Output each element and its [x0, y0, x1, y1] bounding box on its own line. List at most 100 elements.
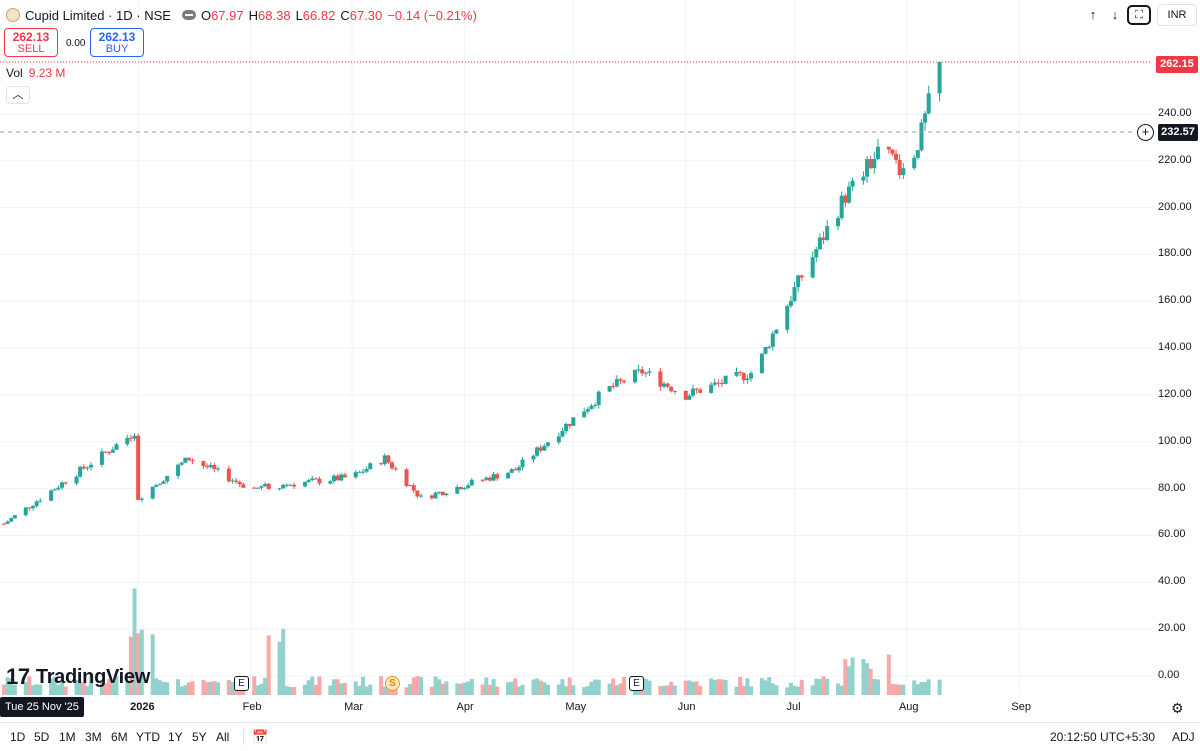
candle-body: [110, 449, 115, 453]
volume-bar: [484, 677, 489, 695]
add-alert-icon[interactable]: +: [1137, 124, 1154, 141]
candle-body: [99, 451, 104, 465]
sell-button[interactable]: 262.13 SELL: [4, 28, 58, 57]
candle-body: [614, 379, 619, 387]
range-button-all[interactable]: All: [216, 730, 230, 744]
candle-body: [759, 353, 764, 374]
volume-bar: [821, 676, 826, 695]
volume-legend[interactable]: Vol 9.23 M: [6, 66, 65, 80]
volume-bar: [132, 588, 137, 695]
candle-body: [556, 436, 561, 443]
volume-bar: [230, 681, 235, 695]
volume-bar: [665, 685, 670, 695]
candle-body: [516, 467, 521, 471]
volume-bar: [201, 679, 206, 695]
volume-bar: [672, 685, 677, 695]
volume-bar: [60, 679, 65, 695]
candle-body: [861, 176, 866, 181]
range-button-1m[interactable]: 1M: [59, 730, 76, 744]
candle-body: [564, 423, 569, 432]
volume-bar: [658, 686, 663, 695]
price-tick-label: 20.00: [1158, 622, 1186, 635]
volume-bar: [63, 686, 68, 695]
candle-body: [27, 507, 32, 509]
currency-selector[interactable]: INR: [1157, 4, 1197, 26]
chevron-up-icon: ︿: [12, 89, 24, 101]
volume-bar: [56, 684, 61, 695]
volume-bar: [716, 679, 721, 695]
candle-body: [2, 523, 6, 525]
volume-bar: [607, 683, 612, 695]
range-button-6m[interactable]: 6M: [111, 730, 128, 744]
candle-body: [491, 474, 496, 481]
low-key: L: [295, 7, 303, 23]
candle-body: [850, 180, 855, 187]
volume-bar: [843, 659, 848, 695]
volume-bar: [266, 635, 271, 695]
candle-body: [531, 455, 536, 460]
candle-body: [897, 159, 902, 175]
volume-bar: [495, 686, 500, 695]
range-button-5y[interactable]: 5Y: [192, 730, 207, 744]
volume-bar: [38, 684, 43, 695]
volume-bar: [785, 687, 790, 695]
candle-body: [770, 333, 775, 347]
candle-body: [513, 469, 518, 471]
volume-bar: [331, 679, 336, 695]
candle-body: [643, 372, 648, 374]
volume-bar: [799, 680, 804, 695]
volume-bar: [886, 654, 891, 695]
arrow-down-icon[interactable]: ↓: [1111, 7, 1119, 22]
volume-bar: [9, 678, 14, 695]
range-button-1y[interactable]: 1Y: [168, 730, 183, 744]
volume-bar: [556, 684, 561, 695]
candle-body: [788, 301, 793, 306]
volume-bar: [85, 685, 90, 695]
candle-body: [215, 468, 220, 470]
candle-body: [607, 386, 612, 392]
volume-bar: [165, 682, 170, 695]
collapse-legend-button[interactable]: ︿: [6, 86, 30, 104]
fit-screen-icon[interactable]: ⛶: [1127, 5, 1151, 25]
arrow-up-icon[interactable]: ↑: [1089, 7, 1097, 22]
adjust-toggle[interactable]: ADJ: [1172, 730, 1195, 744]
volume-bar: [770, 683, 775, 695]
volume-bar: [49, 678, 54, 695]
candle-body: [582, 411, 587, 418]
earnings-marker[interactable]: E: [234, 676, 249, 691]
candle-body: [12, 515, 17, 519]
candle-body: [796, 275, 801, 288]
earnings-marker[interactable]: E: [629, 676, 644, 691]
range-button-1d[interactable]: 1D: [10, 730, 26, 744]
candle-body: [745, 378, 750, 381]
volume-bar: [81, 682, 86, 695]
close-value: 67.30: [349, 7, 383, 23]
candle-body: [288, 484, 293, 486]
candle-body: [814, 249, 819, 258]
candle-body: [912, 157, 917, 169]
time-tick-label: Aug: [898, 701, 919, 713]
volume-bar: [212, 681, 217, 695]
dividend-marker[interactable]: S: [385, 676, 400, 691]
tradingview-logo[interactable]: 17 TradingView: [6, 664, 150, 690]
candle-body: [34, 501, 39, 507]
calendar-icon[interactable]: 📅: [252, 729, 269, 744]
candle-body: [487, 477, 492, 481]
candle-body: [263, 483, 268, 487]
range-button-ytd[interactable]: YTD: [136, 730, 160, 744]
buy-button[interactable]: 262.13 BUY: [90, 28, 144, 57]
candle-body: [56, 487, 61, 490]
market-status-icon[interactable]: [181, 10, 196, 20]
candle-body: [52, 489, 57, 491]
range-button-3m[interactable]: 3M: [85, 730, 102, 744]
symbol-logo-icon: [6, 8, 20, 22]
clock[interactable]: 20:12:50 UTC+5:30: [1050, 730, 1156, 744]
candle-body: [440, 491, 445, 496]
symbol-title[interactable]: Cupid Limited · 1D · NSE: [25, 7, 171, 23]
volume-bar: [919, 681, 924, 695]
volume-bar: [317, 676, 322, 695]
range-button-5d[interactable]: 5D: [34, 730, 50, 744]
gear-icon[interactable]: ⚙: [1171, 700, 1184, 716]
candle-body: [74, 476, 79, 484]
